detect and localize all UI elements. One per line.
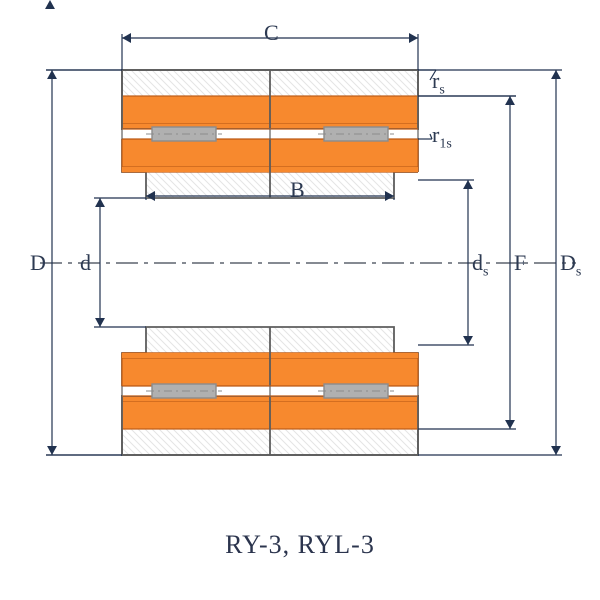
label-C: C <box>264 22 279 44</box>
label-F: F <box>514 252 526 274</box>
footer-label: RY-3, RYL-3 <box>0 530 600 560</box>
label-D: D <box>30 252 46 274</box>
label-ds: ds <box>472 252 488 279</box>
label-r1s: r1s <box>432 124 452 151</box>
label-B: B <box>290 179 305 201</box>
bearing-diagram <box>0 0 600 600</box>
label-d: d <box>80 252 91 274</box>
label-Ds: Ds <box>560 252 581 279</box>
label-rs: rs <box>432 70 445 97</box>
